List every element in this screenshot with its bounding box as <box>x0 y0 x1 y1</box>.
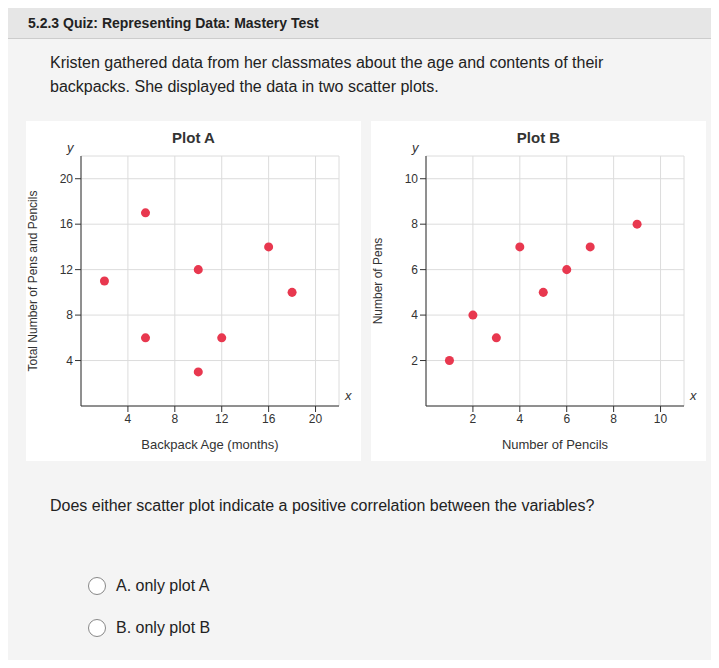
svg-text:6: 6 <box>411 263 418 277</box>
svg-text:16: 16 <box>60 217 74 231</box>
html-text:Plot B: Plot B <box>516 129 561 146</box>
svg-text:4: 4 <box>125 412 132 426</box>
svg-text:Total Number of Pens and Penci: Total Number of Pens and Pencils <box>26 191 40 372</box>
svg-text:4: 4 <box>516 412 523 426</box>
svg-text:6: 6 <box>563 412 570 426</box>
html-text:5.2.3 Quiz: Representing Data:: 5.2.3 Quiz: Representing Data: Mastery T… <box>28 15 319 31</box>
svg-text:16: 16 <box>262 412 276 426</box>
html-text:x: x <box>345 388 352 403</box>
svg-text:Number of Pens: Number of Pens <box>371 238 385 325</box>
html-text:y: y <box>412 140 419 155</box>
svg-text:12: 12 <box>60 263 74 277</box>
html-text:A. only plot A: A. only plot A <box>116 577 210 594</box>
html-text:y: y <box>67 140 74 155</box>
svg-text:4: 4 <box>66 354 73 368</box>
svg-text:8: 8 <box>610 412 617 426</box>
svg-text:8: 8 <box>66 308 73 322</box>
svg-text:4: 4 <box>411 308 418 322</box>
html-text:x: x <box>690 388 697 403</box>
html-text:Plot A: Plot A <box>172 129 215 146</box>
html-text:B. only plot B: B. only plot B <box>116 619 211 636</box>
svg-text:2: 2 <box>411 354 418 368</box>
svg-text:12: 12 <box>215 412 229 426</box>
html-text:Does either scatter plot indic: Does either scatter plot indicate a posi… <box>50 497 595 514</box>
svg-text:8: 8 <box>411 217 418 231</box>
svg-text:10: 10 <box>654 412 668 426</box>
svg-text:20: 20 <box>309 412 323 426</box>
svg-text:20: 20 <box>60 172 74 186</box>
svg-text:Number of Pencils: Number of Pencils <box>502 437 609 452</box>
svg-text:8: 8 <box>171 412 178 426</box>
svg-text:2: 2 <box>470 412 477 426</box>
svg-text:Backpack Age (months): Backpack Age (months) <box>141 437 278 452</box>
html-text:Kristen gathered data from her: Kristen gathered data from her classmate… <box>50 54 604 95</box>
svg-text:10: 10 <box>405 172 419 186</box>
